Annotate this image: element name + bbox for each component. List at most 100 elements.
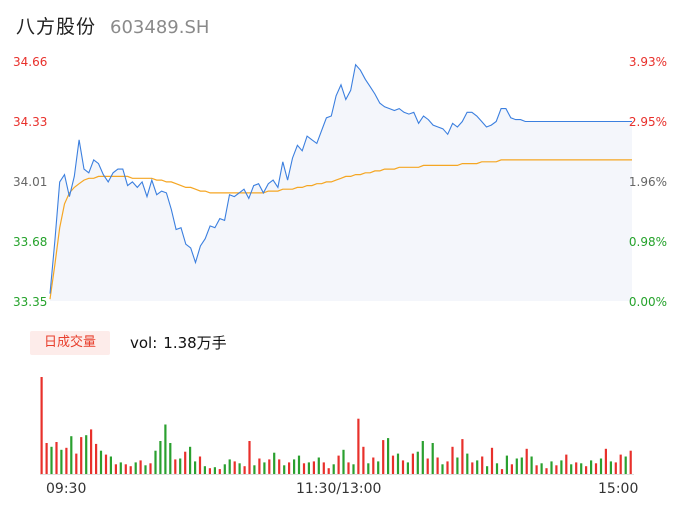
volume-bar xyxy=(461,439,464,474)
volume-bar xyxy=(555,465,558,474)
volume-bar xyxy=(139,460,142,474)
volume-bar xyxy=(342,449,345,475)
stock-code: 603489.SH xyxy=(110,17,210,38)
volume-bar xyxy=(179,458,182,474)
volume-bar xyxy=(164,424,167,474)
volume-bar xyxy=(85,435,88,474)
time-label-close: 15:00 xyxy=(598,481,639,497)
volume-bar xyxy=(327,468,330,474)
y-tick-left: 34.33 xyxy=(13,115,47,129)
volume-bar xyxy=(80,437,83,474)
volume-bar xyxy=(396,453,400,474)
volume-bar xyxy=(45,443,48,474)
volume-bar xyxy=(441,464,444,474)
volume-bar xyxy=(218,469,221,474)
volume-bar xyxy=(580,463,583,474)
volume-bar xyxy=(134,462,137,474)
volume-bar xyxy=(60,449,63,475)
volume-bar xyxy=(530,456,533,474)
volume-bar xyxy=(104,454,108,474)
volume-bar xyxy=(278,459,281,474)
volume-bar xyxy=(50,446,53,474)
volume-bar xyxy=(95,443,98,474)
y-tick-right: 1.96% xyxy=(629,175,667,189)
price-area xyxy=(50,64,632,301)
volume-bar xyxy=(594,463,598,474)
volume-bar xyxy=(451,446,454,474)
volume-bar xyxy=(535,465,538,474)
volume-bar xyxy=(500,469,504,474)
volume-tag: 日成交量 xyxy=(30,331,110,355)
y-tick-right: 0.98% xyxy=(629,235,667,249)
volume-bar xyxy=(75,453,78,474)
volume-bar xyxy=(490,447,494,474)
time-label-open: 09:30 xyxy=(46,481,87,497)
volume-bar xyxy=(144,465,147,474)
volume-bar xyxy=(352,464,355,474)
volume-bar xyxy=(495,463,499,474)
volume-bar xyxy=(268,459,271,474)
volume-bar xyxy=(169,443,172,474)
volume-bar xyxy=(520,457,523,474)
volume-bar xyxy=(585,466,588,474)
volume-bar xyxy=(263,462,266,474)
y-tick-right: 3.93% xyxy=(629,55,667,69)
volume-bar xyxy=(273,452,276,474)
volume-bar xyxy=(90,429,93,474)
volume-bar xyxy=(184,451,187,474)
volume-bar xyxy=(119,462,122,474)
volume-bar xyxy=(243,466,246,474)
volume-bar xyxy=(159,441,162,474)
volume-bar xyxy=(510,464,513,474)
volume-bar xyxy=(198,456,202,474)
volume-bar xyxy=(525,448,528,474)
volume-bar xyxy=(545,468,548,474)
volume-bar xyxy=(213,467,216,474)
volume-readout: vol: 1.38万手 xyxy=(130,332,233,353)
volume-bar xyxy=(466,453,469,474)
volume-bar xyxy=(174,459,177,474)
y-tick-left: 34.01 xyxy=(13,175,47,189)
volume-value: 1.38万手 xyxy=(163,334,227,352)
volume-bar xyxy=(515,458,518,474)
volume-bar xyxy=(317,457,320,474)
volume-bar xyxy=(476,460,479,474)
volume-bar xyxy=(347,462,350,474)
average-price-line xyxy=(49,159,632,300)
volume-bar xyxy=(248,441,251,474)
volume-bar xyxy=(570,464,573,474)
volume-bar xyxy=(436,457,439,474)
volume-bar xyxy=(307,462,310,474)
volume-bar xyxy=(283,465,286,474)
volume-bar xyxy=(540,463,543,474)
y-tick-left: 33.35 xyxy=(13,295,47,309)
volume-bar xyxy=(406,462,409,474)
volume-bar xyxy=(70,436,73,474)
volume-bar xyxy=(550,461,553,474)
y-tick-left: 34.66 xyxy=(13,55,47,69)
volume-bar xyxy=(382,440,385,474)
volume-bar xyxy=(599,458,603,474)
volume-bar xyxy=(609,461,612,474)
volume-bar xyxy=(391,455,395,474)
volume-bar xyxy=(377,461,380,474)
y-tick-left: 33.68 xyxy=(13,235,47,249)
volume-bar xyxy=(401,460,405,474)
volume-bar xyxy=(55,442,58,474)
volume-bar xyxy=(560,460,563,474)
volume-bar xyxy=(624,456,627,474)
volume-bar xyxy=(604,448,607,474)
volume-bar xyxy=(203,466,206,474)
volume-bar xyxy=(312,461,315,474)
volume-bar xyxy=(302,463,306,474)
volume-bar xyxy=(372,457,375,474)
volume-bar xyxy=(357,418,360,474)
volume-label: vol: xyxy=(130,334,158,352)
volume-bar xyxy=(297,455,301,474)
volume-bar xyxy=(614,462,617,474)
volume-bar xyxy=(65,447,68,474)
volume-bar xyxy=(387,438,390,474)
volume-bar xyxy=(471,462,474,474)
